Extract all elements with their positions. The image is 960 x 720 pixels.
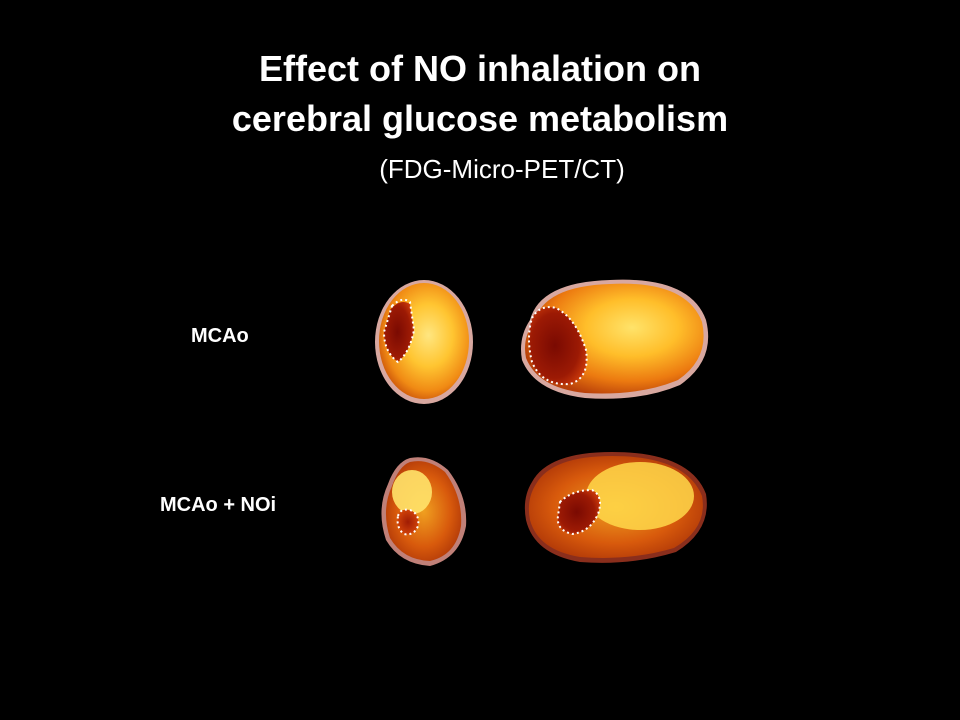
row-label-mcao: MCAo [191, 325, 249, 347]
lesion-region [384, 302, 414, 362]
title-line-1: Effect of NO inhalation on [259, 48, 701, 89]
lesion-region [529, 307, 587, 385]
scan-mcao-sagittal [521, 279, 709, 399]
title-line-2: cerebral glucose metabolism [231, 98, 729, 139]
slide-title: Effect of NO inhalation on cerebral gluc… [0, 44, 960, 144]
scan-mcao-coronal [375, 280, 473, 404]
lesion-outline [528, 306, 588, 386]
scan-hot-spot [392, 470, 432, 514]
lesion-outline [396, 508, 420, 536]
lesion-region [397, 509, 419, 535]
scan-mcao-noi-coronal [381, 457, 467, 566]
scan-mcao-noi-sagittal [524, 452, 707, 563]
scan-hot-spot [586, 462, 694, 530]
row-label-mcao-noi: MCAo + NOi [160, 494, 277, 516]
slide-subtitle: (FDG-Micro-PET/CT) [379, 154, 625, 184]
lesion-region [557, 490, 600, 534]
